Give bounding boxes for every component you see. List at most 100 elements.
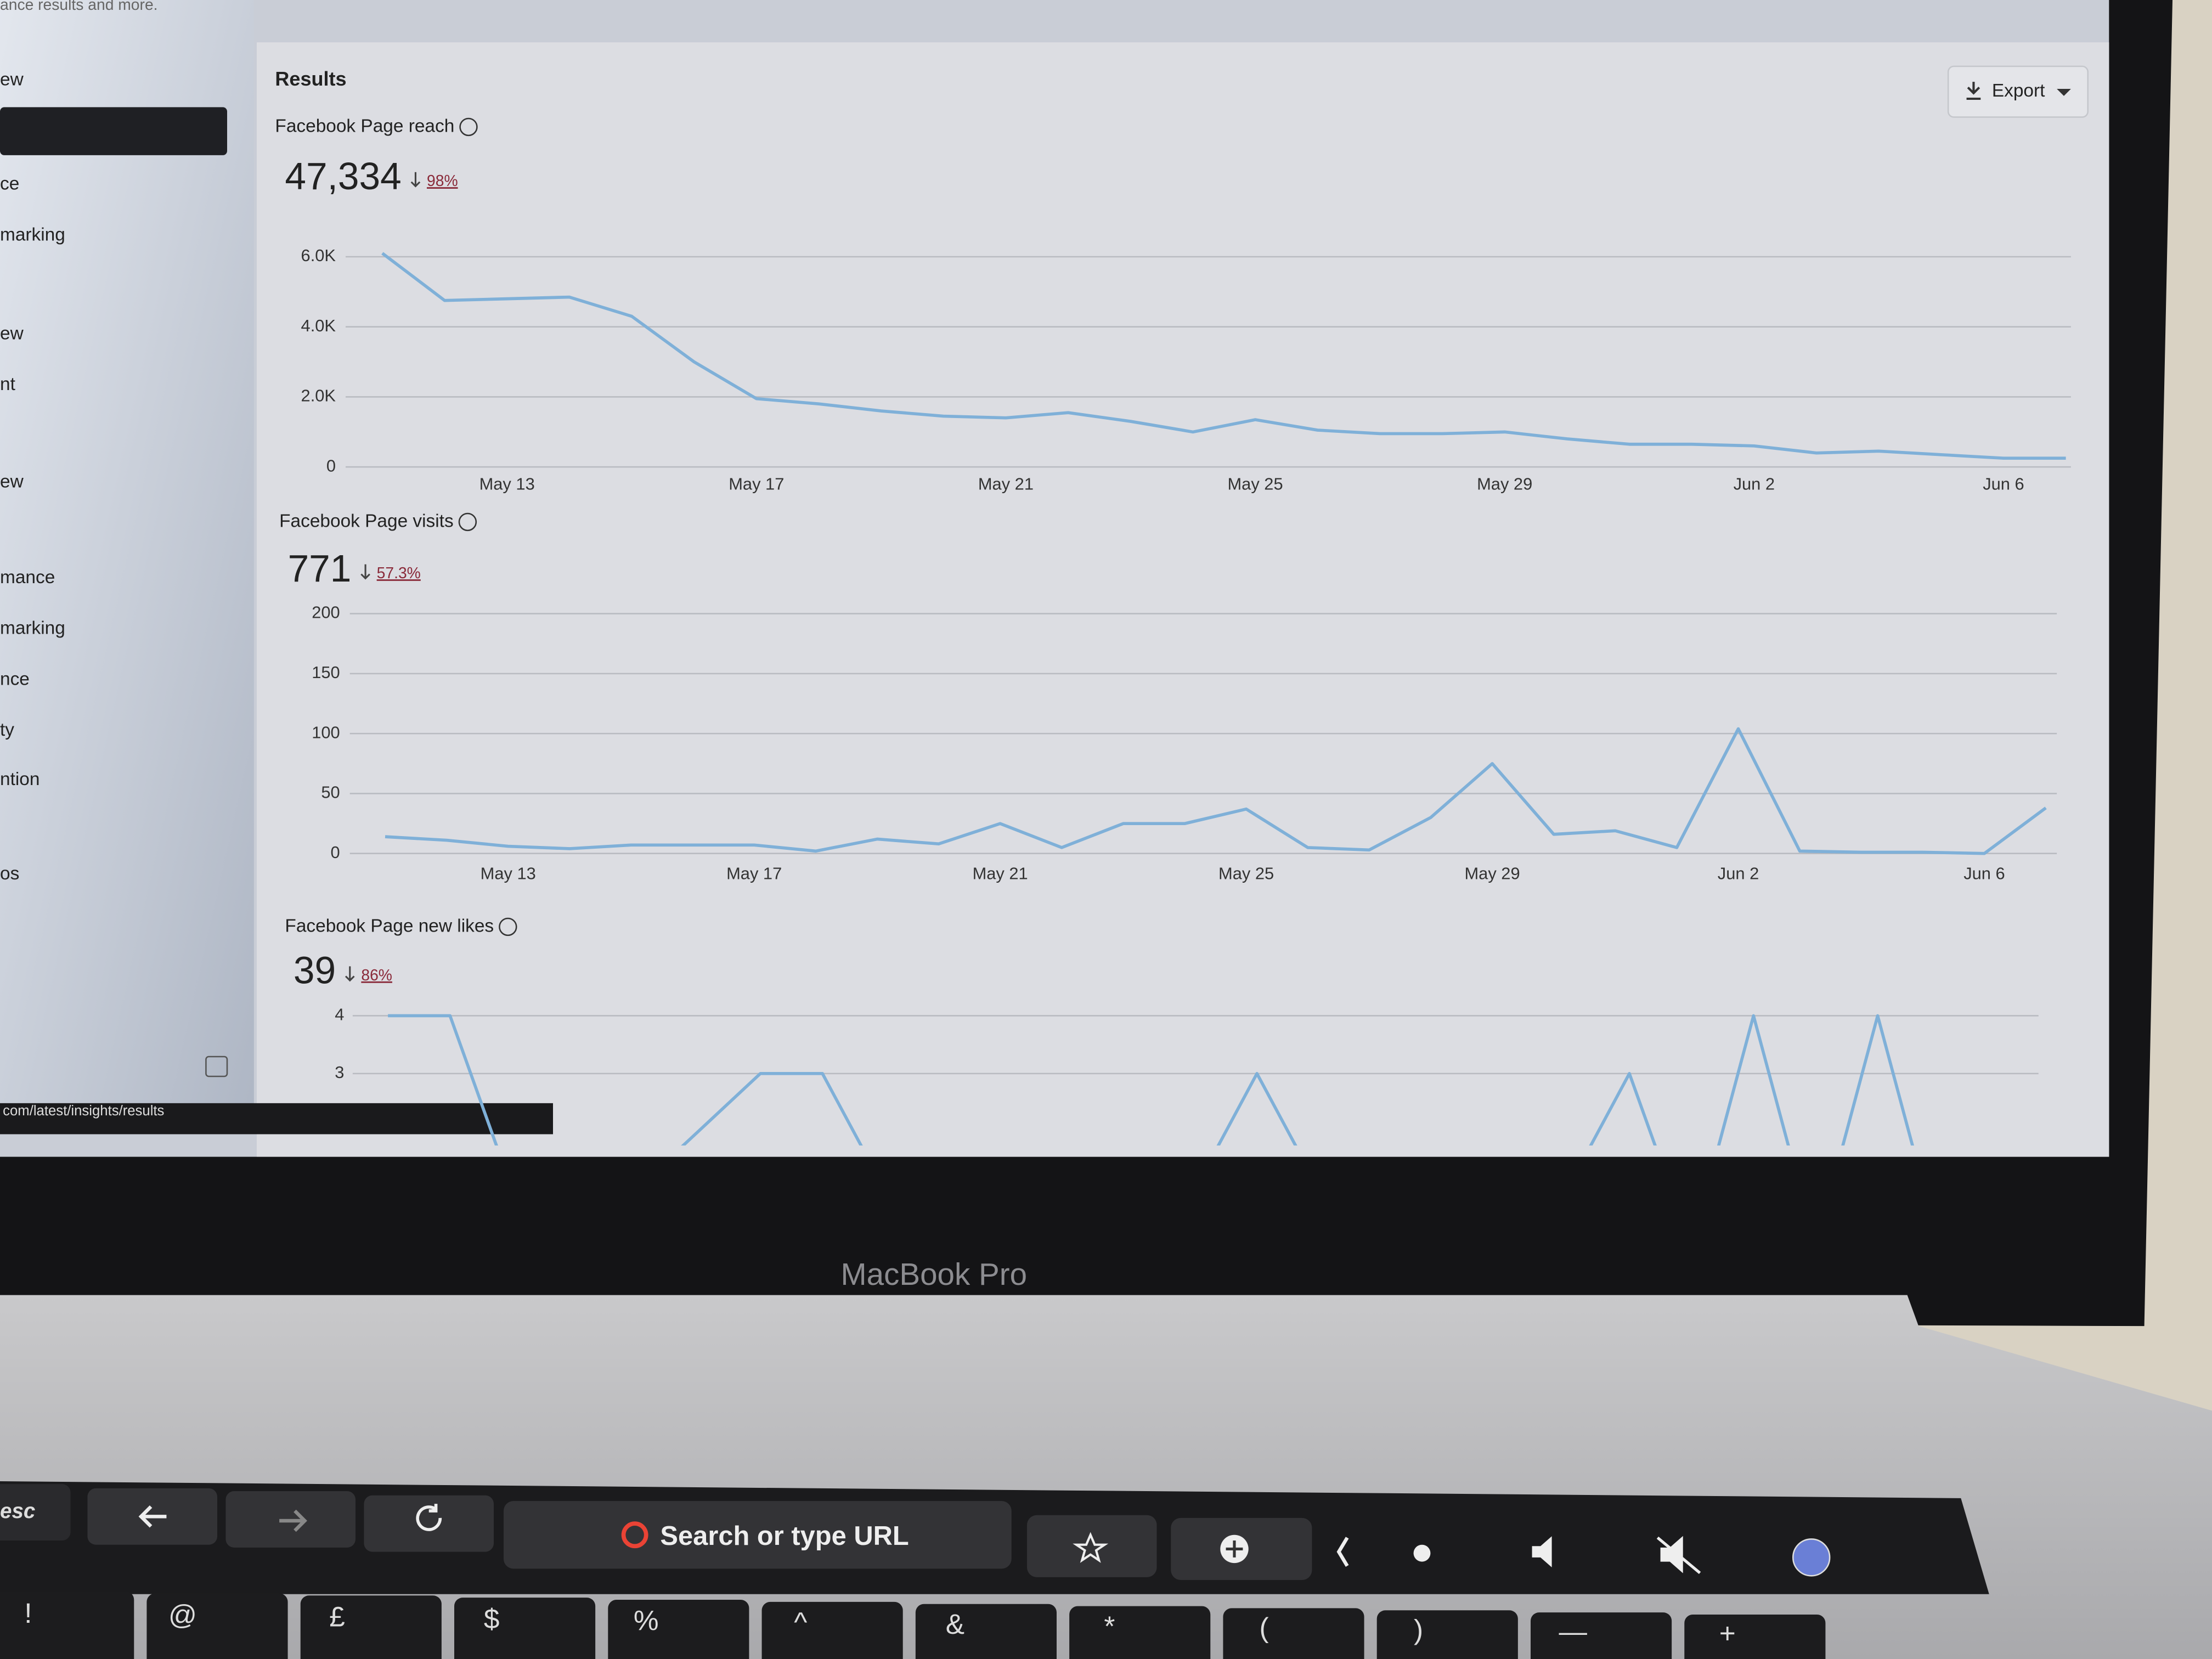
y-tick-label: 4 — [335, 1005, 344, 1024]
key[interactable] — [146, 1593, 288, 1659]
export-button[interactable]: Export — [1947, 65, 2089, 118]
x-tick-label: May 25 — [1227, 475, 1283, 494]
sidebar-item[interactable]: mance — [0, 567, 55, 588]
x-tick-label: May 29 — [1477, 475, 1532, 494]
sidebar-item[interactable]: marking — [0, 224, 65, 245]
chart: Facebook Page reach 47,334 98% 0 2.0K 4.0K 6.0… — [275, 116, 2071, 494]
key-label: £ — [329, 1601, 345, 1633]
x-tick-label: Jun 6 — [1983, 475, 2024, 494]
key-label: * — [1104, 1610, 1115, 1641]
esc-key[interactable] — [0, 1484, 71, 1541]
key-label: ( — [1259, 1612, 1268, 1644]
key[interactable] — [761, 1601, 903, 1659]
plus-glyph — [1226, 1541, 1243, 1558]
data-line — [381, 252, 2066, 460]
touch-bar: esc Search or type URL — [0, 1484, 1831, 1580]
collapse-icon[interactable] — [1336, 1537, 1349, 1567]
dropdown-caret — [2057, 89, 2071, 96]
y-tick-label: 0 — [331, 843, 340, 862]
key-label: ^ — [794, 1606, 807, 1638]
google-icon — [621, 1521, 648, 1549]
key-label: $ — [484, 1602, 500, 1634]
sidebar-toggle-icon[interactable] — [205, 1056, 228, 1077]
change-percent[interactable]: 57.3% — [377, 564, 421, 582]
down-arrow — [410, 172, 421, 188]
y-tick-label: 3 — [335, 1063, 344, 1082]
key[interactable] — [1376, 1610, 1518, 1659]
chart-title: Facebook Page reach — [275, 116, 454, 136]
volume-icon[interactable] — [1532, 1536, 1552, 1567]
keyboard: ! @ £ $% ^ & * () — + — [0, 1591, 1826, 1659]
chart-title: Facebook Page new likes — [285, 916, 494, 936]
sidebar-item[interactable]: ew — [0, 69, 24, 89]
sidebar-item[interactable]: ce — [0, 174, 19, 194]
sidebar-item[interactable]: ew — [0, 323, 24, 343]
key[interactable] — [1531, 1612, 1672, 1659]
status-url: com/latest/insights/results — [3, 1103, 164, 1119]
key[interactable] — [1223, 1608, 1364, 1659]
key[interactable] — [608, 1600, 749, 1659]
key-label: @ — [168, 1599, 197, 1630]
y-tick-label: 50 — [321, 783, 340, 802]
info-icon[interactable] — [499, 917, 517, 936]
export-label[interactable]: Export — [1992, 81, 2045, 101]
y-tick-label: 2.0K — [301, 386, 336, 405]
x-tick-label: May 13 — [479, 475, 535, 494]
chart: Facebook Page new likes 39 86% 3 4 — [285, 916, 2039, 1146]
change-percent[interactable]: 98% — [427, 172, 458, 189]
key-label: ! — [24, 1597, 32, 1629]
key-label: % — [634, 1604, 659, 1636]
x-tick-label: Jun 6 — [1963, 864, 2005, 883]
x-tick-label: May 17 — [726, 864, 782, 883]
forward-icon — [279, 1509, 307, 1532]
sidebar-item[interactable]: os — [0, 864, 19, 884]
key[interactable] — [1069, 1606, 1211, 1659]
total-value: 771 — [288, 547, 352, 590]
sidebar-item[interactable]: ty — [0, 720, 14, 740]
back-icon — [138, 1505, 167, 1528]
reload-button[interactable] — [364, 1495, 494, 1552]
brand: MacBook Pro — [841, 1257, 1028, 1291]
mute-icon[interactable] — [1656, 1536, 1701, 1575]
down-arrow — [345, 966, 355, 982]
info-icon[interactable] — [459, 117, 478, 137]
x-tick-label: May 29 — [1464, 864, 1520, 883]
y-tick-label: 150 — [312, 663, 340, 682]
key[interactable] — [454, 1598, 596, 1659]
total-value: 39 — [294, 949, 336, 992]
key[interactable] — [915, 1604, 1057, 1659]
sidebar-selected[interactable] — [0, 107, 227, 155]
sidebar-item[interactable]: nce — [0, 669, 30, 689]
data-line — [385, 727, 2047, 855]
reload-icon — [416, 1504, 442, 1531]
url-placeholder[interactable]: Search or type URL — [660, 1521, 909, 1551]
export-button-bg[interactable] — [1947, 65, 2089, 118]
x-tick-label: May 13 — [481, 864, 536, 883]
y-tick-label: 200 — [312, 603, 340, 622]
key[interactable] — [300, 1595, 442, 1659]
brightness-icon[interactable] — [1413, 1544, 1431, 1562]
chart-title: Facebook Page visits — [279, 511, 454, 531]
info-icon[interactable] — [458, 512, 477, 532]
sidebar-item[interactable]: nt — [0, 374, 16, 394]
sidebar-item[interactable]: ntion — [0, 769, 40, 789]
key[interactable] — [0, 1591, 134, 1659]
top-note: ance results and more. — [0, 0, 158, 13]
star-icon — [1073, 1532, 1109, 1563]
x-tick-label: May 25 — [1218, 864, 1274, 883]
change-percent[interactable]: 86% — [361, 966, 392, 984]
down-arrow — [360, 564, 370, 580]
sidebar-item[interactable]: marking — [0, 618, 65, 639]
key[interactable] — [1684, 1615, 1826, 1659]
sidebar — [0, 0, 254, 1129]
x-tick-label: Jun 2 — [1734, 475, 1775, 494]
sidebar-item[interactable]: ew — [0, 471, 24, 492]
url-field[interactable] — [504, 1501, 1012, 1569]
bookmark-button[interactable] — [1027, 1515, 1157, 1577]
siri-icon[interactable] — [1792, 1538, 1831, 1577]
key-label: + — [1719, 1617, 1736, 1649]
y-tick-label: 4.0K — [301, 316, 336, 335]
section-title: Results — [275, 67, 346, 90]
